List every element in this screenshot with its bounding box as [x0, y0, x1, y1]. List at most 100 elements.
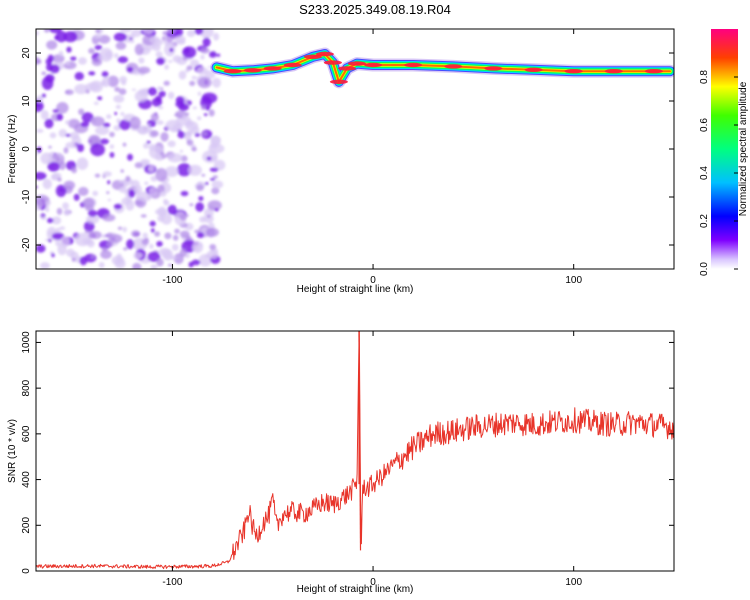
noise-blob	[107, 198, 112, 202]
noise-blob	[36, 146, 42, 154]
noise-blob	[155, 51, 163, 58]
snr-y-tick-label: 800	[21, 379, 32, 396]
noise-blob	[113, 95, 125, 103]
noise-blob	[171, 243, 179, 251]
noise-blob	[113, 53, 119, 59]
noise-blob	[73, 193, 80, 201]
noise-blob	[144, 181, 149, 186]
noise-blob	[135, 191, 152, 202]
snr-plot-area	[36, 331, 674, 571]
signal-hotspot	[348, 61, 366, 66]
noise-blob	[109, 131, 115, 138]
noise-blob	[131, 29, 142, 37]
noise-blob	[174, 228, 180, 234]
noise-blob	[74, 72, 85, 81]
noise-blob	[40, 262, 50, 269]
noise-blob	[150, 228, 155, 233]
signal-hotspot	[444, 64, 463, 69]
snr-x-label: Height of straight line (km)	[297, 584, 414, 595]
noise-blob	[119, 186, 127, 193]
signal-hotspot	[263, 66, 282, 71]
noise-blob	[202, 37, 211, 47]
noise-blob	[172, 234, 179, 241]
noise-blob	[150, 113, 159, 122]
noise-blob	[150, 130, 159, 137]
noise-blob	[101, 79, 106, 86]
noise-blob	[59, 161, 66, 171]
noise-blob	[59, 188, 64, 192]
noise-blob	[125, 199, 135, 211]
noise-blob	[163, 253, 173, 261]
noise-blob	[92, 190, 99, 197]
noise-blob	[131, 88, 136, 91]
noise-blob	[140, 214, 147, 218]
signal-hotspot	[404, 62, 423, 68]
noise-blob	[167, 29, 176, 35]
snr-x-tick-label: 100	[565, 577, 582, 588]
spectrogram-y-tick-label: 20	[21, 47, 32, 59]
noise-blob	[44, 238, 49, 242]
noise-blob	[129, 116, 141, 130]
noise-blob	[165, 166, 179, 177]
noise-blob	[87, 209, 98, 217]
noise-blob	[49, 64, 60, 74]
noise-blob	[57, 177, 62, 182]
noise-blob	[158, 90, 166, 98]
noise-blob	[65, 142, 77, 149]
noise-blob	[190, 59, 200, 67]
noise-blob	[56, 207, 63, 215]
noise-blob	[118, 88, 127, 95]
noise-blob	[93, 33, 103, 39]
noise-blob	[159, 190, 167, 197]
noise-blob	[210, 155, 217, 162]
noise-blob	[126, 239, 135, 250]
noise-blob	[189, 203, 194, 207]
noise-blob	[182, 57, 188, 61]
noise-blob	[45, 74, 55, 83]
noise-blob	[186, 139, 194, 146]
colorbar-tick-label: 0.0	[699, 262, 710, 276]
noise-blob	[41, 71, 47, 76]
noise-blob	[86, 215, 100, 224]
spectrogram-y-label: Frequency (Hz)	[7, 115, 18, 184]
noise-blob	[85, 89, 90, 94]
noise-blob	[140, 158, 151, 166]
noise-blob	[108, 234, 123, 243]
noise-blob	[123, 247, 128, 251]
noise-blob	[134, 162, 143, 169]
noise-blob	[97, 96, 103, 101]
colorbar-tick-label: 0.8	[699, 70, 710, 84]
signal-hotspot	[364, 62, 383, 68]
noise-blob	[76, 143, 85, 153]
noise-blob	[49, 29, 62, 34]
spectrogram-x-ticks: -100 0 100	[162, 29, 582, 286]
noise-blob	[212, 77, 222, 88]
noise-blob	[168, 91, 175, 100]
noise-blob	[188, 164, 202, 176]
noise-blob	[36, 152, 39, 156]
noise-blob	[213, 159, 226, 171]
noise-blob	[138, 57, 145, 64]
noise-blob	[114, 111, 118, 116]
spectrogram-y-tick-label: -20	[21, 237, 32, 252]
noise-blob	[203, 113, 208, 116]
noise-blob	[121, 80, 127, 86]
noise-blob	[186, 29, 196, 37]
noise-blob	[196, 184, 204, 191]
noise-blob	[158, 106, 164, 110]
noise-blob	[179, 149, 183, 153]
signal-hotspot	[223, 69, 242, 74]
noise-blob	[79, 256, 88, 266]
noise-blob	[163, 36, 173, 47]
noise-blob	[63, 209, 70, 216]
colorbar-gradient	[711, 29, 738, 269]
noise-blob	[196, 232, 205, 239]
noise-blob	[81, 112, 94, 123]
noise-blob	[142, 29, 154, 35]
noise-blob	[65, 120, 70, 125]
noise-blob	[136, 125, 152, 134]
noise-blob	[208, 109, 215, 117]
snr-y-tick-label: 0	[21, 568, 32, 574]
noise-blob	[201, 105, 206, 110]
